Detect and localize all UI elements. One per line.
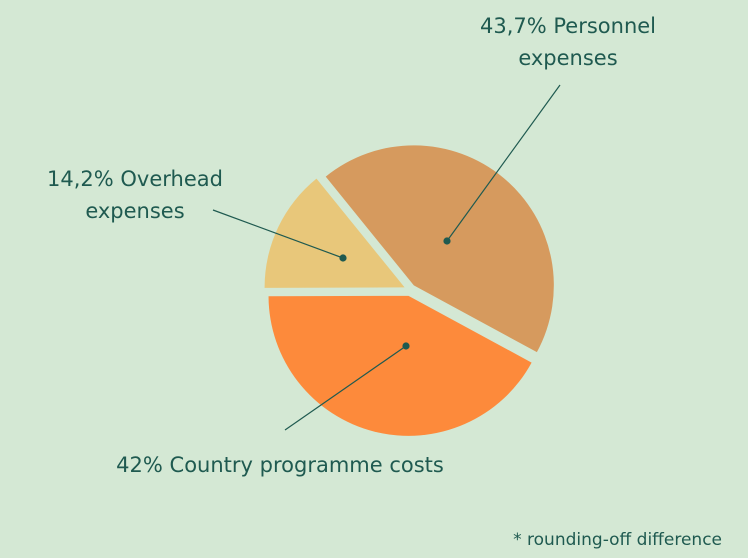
value-label: 42% — [116, 453, 163, 477]
value-label: 14,2% — [47, 167, 114, 191]
slice-label: 42% Country programme costs — [100, 449, 460, 481]
category-label: Country programme costs — [169, 453, 444, 477]
value-label: 43,7% — [479, 14, 547, 38]
footnote: * rounding-off difference — [513, 530, 722, 550]
pie-slice — [264, 178, 405, 288]
leader-dot — [443, 237, 451, 245]
pie-slice — [325, 145, 554, 353]
leader-dot — [339, 254, 347, 262]
leaders — [212, 84, 561, 431]
category-label: Personnel expenses — [518, 14, 657, 70]
leader-line — [284, 345, 407, 431]
leader-line — [212, 209, 344, 259]
slice-label: 43,7% Personnel expenses — [448, 10, 688, 74]
slice-label: 14,2% Overhead expenses — [20, 163, 250, 227]
leader-line — [446, 84, 561, 242]
leader-dot — [402, 342, 410, 350]
pie — [264, 145, 554, 436]
pie-slice — [268, 295, 532, 436]
category-label: Overhead expenses — [85, 167, 223, 223]
